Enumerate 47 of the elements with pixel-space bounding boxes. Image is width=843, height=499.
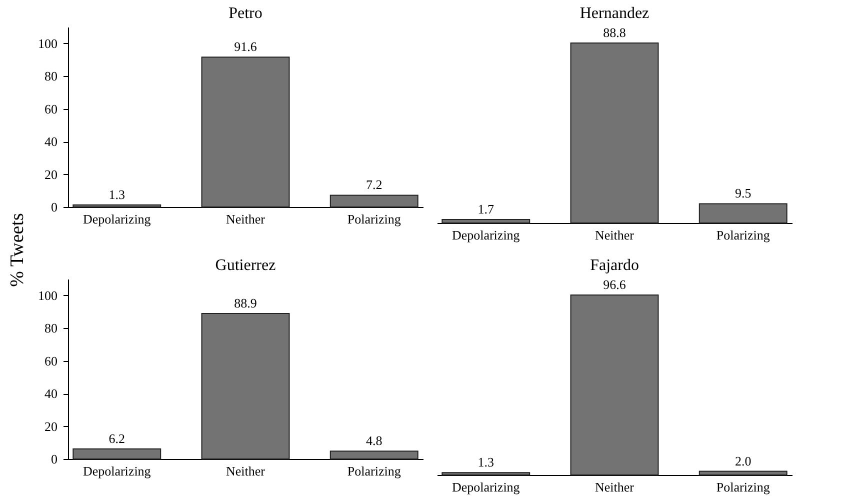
y-tick-label: 100 — [38, 36, 58, 51]
data-label: 88.9 — [234, 296, 257, 311]
y-tick-label: 0 — [51, 452, 58, 466]
chart-title: Gutierrez — [215, 257, 276, 274]
x-tick-label: Polarizing — [716, 480, 770, 494]
data-label: 7.2 — [366, 177, 382, 192]
y-tick-label: 60 — [44, 101, 58, 116]
y-tick-label: 40 — [44, 134, 58, 150]
x-tick-label: Neither — [595, 228, 635, 242]
data-label: 1.3 — [478, 454, 494, 470]
chart-title: Petro — [228, 5, 262, 22]
data-label: 2.0 — [735, 453, 752, 468]
data-label: 6.2 — [108, 430, 125, 446]
data-label: 88.8 — [603, 25, 626, 40]
bar — [72, 204, 162, 208]
x-tick-label: Depolarizing — [82, 464, 152, 478]
y-tick-label: 60 — [44, 353, 58, 368]
data-label: 1.7 — [478, 202, 494, 217]
bar — [72, 448, 162, 460]
x-tick-label: Depolarizing — [452, 480, 520, 494]
x-tick-label: Polarizing — [347, 464, 402, 478]
bar — [330, 194, 418, 208]
y-tick-label: 20 — [44, 166, 58, 182]
y-tick-label: 40 — [44, 386, 58, 402]
data-label: 91.6 — [234, 39, 258, 54]
y-tick-label: 80 — [44, 68, 58, 84]
data-label: 96.6 — [603, 277, 626, 292]
x-tick-label: Depolarizing — [452, 228, 520, 242]
y-axis-title: % Tweets — [7, 213, 29, 287]
data-label: 1.3 — [108, 186, 125, 202]
x-tick-label: Depolarizing — [82, 212, 152, 226]
chart-title: Fajardo — [590, 257, 639, 274]
y-tick-label: 0 — [51, 200, 58, 214]
chart-title: Hernandez — [580, 5, 650, 22]
bar — [330, 450, 418, 460]
data-label: 9.5 — [735, 186, 752, 201]
bar — [201, 313, 290, 460]
y-tick-label: 100 — [38, 288, 58, 303]
x-tick-label: Polarizing — [716, 228, 770, 242]
bar — [201, 56, 290, 208]
x-tick-label: Neither — [595, 480, 635, 494]
x-tick-label: Neither — [226, 212, 266, 226]
x-tick-label: Polarizing — [347, 212, 402, 226]
data-label: 4.8 — [366, 433, 382, 448]
y-tick-label: 80 — [44, 320, 58, 336]
y-tick-label: 20 — [44, 418, 58, 434]
x-tick-label: Neither — [226, 464, 266, 478]
